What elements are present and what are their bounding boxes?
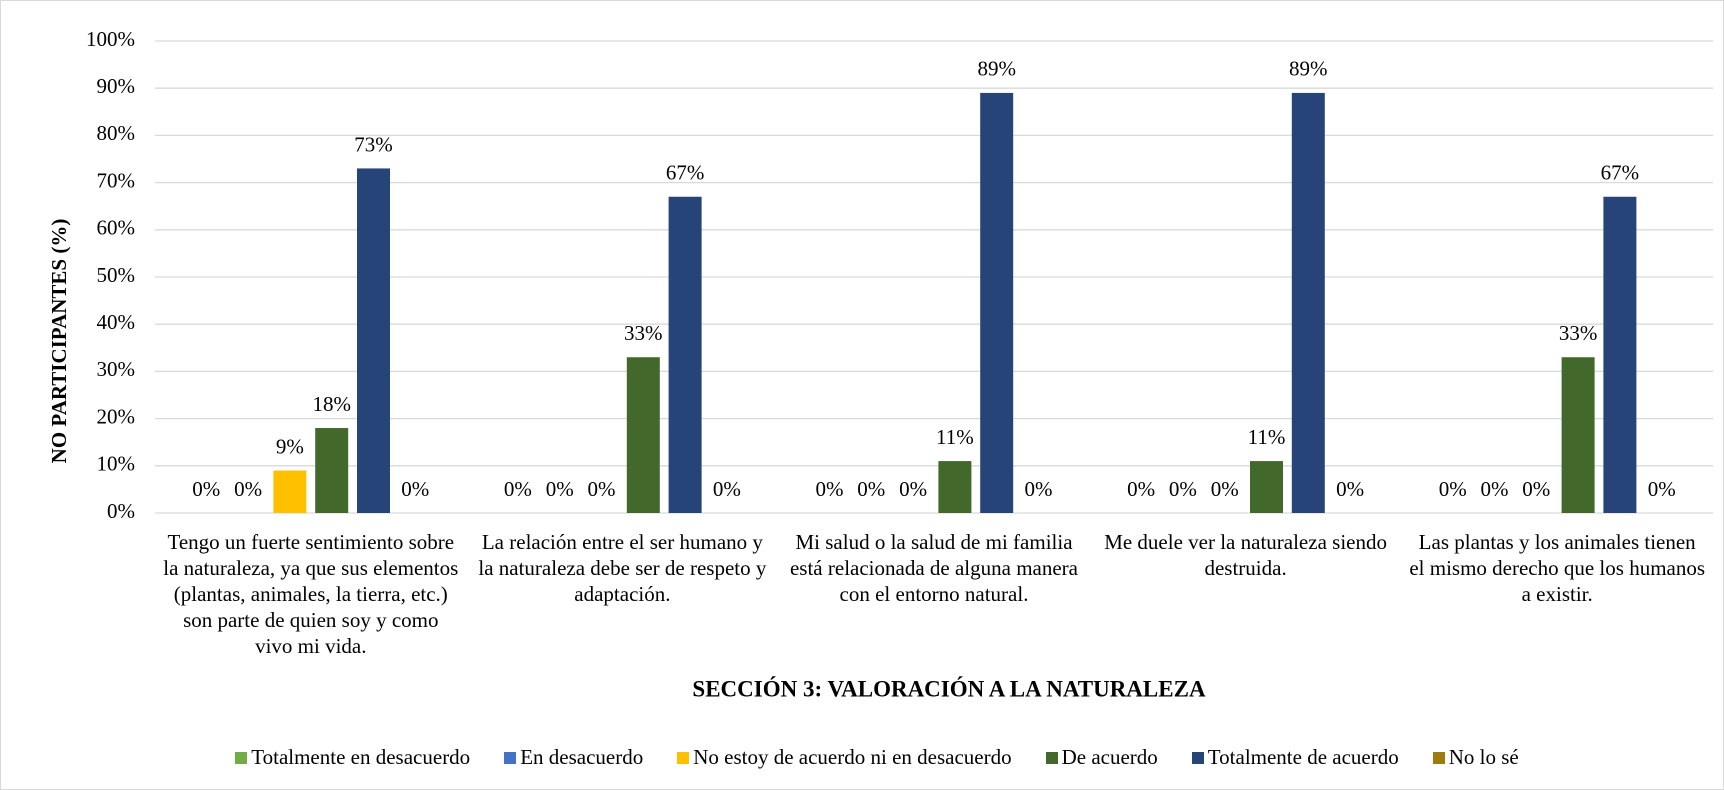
data-label: 0%	[588, 477, 616, 501]
x-tick-label: Las plantas y los animales tienen el mis…	[1409, 530, 1706, 606]
legend-swatch	[1432, 751, 1445, 764]
bar	[1561, 357, 1595, 513]
data-label: 89%	[1289, 57, 1328, 81]
data-label: 0%	[1025, 477, 1053, 501]
data-label: 0%	[1481, 477, 1509, 501]
data-label: 0%	[1211, 477, 1239, 501]
x-tick-label: La relación entre el ser humano y la nat…	[478, 530, 767, 606]
data-label: 0%	[504, 477, 532, 501]
legend-label: No lo sé	[1448, 745, 1519, 769]
data-label: 0%	[1522, 477, 1550, 501]
legend-label: Totalmente de acuerdo	[1207, 745, 1399, 769]
bar	[273, 470, 307, 513]
x-tick-label: Tengo un fuerte sentimiento sobre la nat…	[163, 530, 459, 658]
data-label: 11%	[1248, 425, 1286, 449]
data-label: 0%	[546, 477, 574, 501]
y-tick-label: 90%	[97, 74, 136, 98]
y-tick-label: 30%	[97, 357, 136, 381]
legend-swatch	[1191, 751, 1204, 764]
legend-item: Totalmente de acuerdo	[1191, 745, 1399, 770]
legend-label: De acuerdo	[1061, 745, 1158, 769]
legend-label: Totalmente en desacuerdo	[251, 745, 471, 769]
legend-swatch	[1045, 751, 1058, 764]
data-label: 67%	[666, 161, 705, 185]
y-tick-label: 0%	[107, 499, 135, 523]
legend-label: No estoy de acuerdo ni en desacuerdo	[693, 745, 1012, 769]
data-label: 73%	[354, 132, 393, 156]
bar	[668, 196, 702, 513]
y-axis-label: NO PARTICIPANTES (%)	[47, 219, 71, 464]
data-label: 67%	[1601, 161, 1640, 185]
data-label: 11%	[936, 425, 974, 449]
chart-title: SECCIÓN 3: VALORACIÓN A LA NATURALEZA	[692, 675, 1206, 701]
y-tick-label: 10%	[97, 452, 136, 476]
data-label: 0%	[234, 477, 262, 501]
bar	[1250, 461, 1283, 513]
bar	[980, 92, 1014, 514]
data-label: 33%	[1559, 321, 1598, 345]
bar	[1291, 92, 1325, 514]
data-label: 0%	[1439, 477, 1467, 501]
y-tick-label: 20%	[97, 404, 136, 428]
legend-item: Totalmente en desacuerdo	[235, 745, 470, 770]
y-tick-label: 50%	[97, 263, 136, 287]
data-label: 0%	[816, 477, 844, 501]
bar	[315, 428, 349, 513]
data-label: 0%	[713, 477, 741, 501]
data-label: 33%	[624, 321, 663, 345]
legend: Totalmente en desacuerdo En desacuerdo No …	[1, 745, 1724, 770]
data-label: 0%	[1336, 477, 1364, 501]
data-label: 89%	[977, 57, 1016, 81]
data-label: 0%	[401, 477, 429, 501]
data-label: 0%	[1169, 477, 1197, 501]
legend-swatch	[677, 751, 690, 764]
y-tick-label: 60%	[97, 216, 136, 240]
data-label: 0%	[857, 477, 885, 501]
data-label: 0%	[899, 477, 927, 501]
legend-label: En desacuerdo	[520, 745, 644, 769]
legend-swatch	[235, 751, 248, 764]
data-label: 0%	[1648, 477, 1676, 501]
legend-item: De acuerdo	[1045, 745, 1158, 770]
x-tick-label: Mi salud o la salud de mi familia está r…	[789, 530, 1078, 606]
legend-item: No estoy de acuerdo ni en desacuerdo	[677, 745, 1012, 770]
x-tick-label: Me duele ver la naturaleza siendo destru…	[1104, 530, 1387, 580]
y-tick-label: 40%	[97, 310, 136, 334]
y-tick-label: 80%	[97, 121, 136, 145]
legend-item: No lo sé	[1432, 745, 1519, 770]
legend-swatch	[504, 751, 517, 764]
legend-item: En desacuerdo	[504, 745, 643, 770]
data-label: 9%	[276, 434, 304, 458]
bar	[1603, 196, 1637, 513]
bar	[357, 168, 390, 513]
data-label: 18%	[312, 392, 351, 416]
y-tick-label: 70%	[97, 168, 136, 192]
y-tick-label: 100%	[86, 27, 135, 51]
bar	[938, 461, 972, 513]
data-label: 0%	[1127, 477, 1155, 501]
bar	[626, 357, 660, 513]
data-label: 0%	[192, 477, 220, 501]
